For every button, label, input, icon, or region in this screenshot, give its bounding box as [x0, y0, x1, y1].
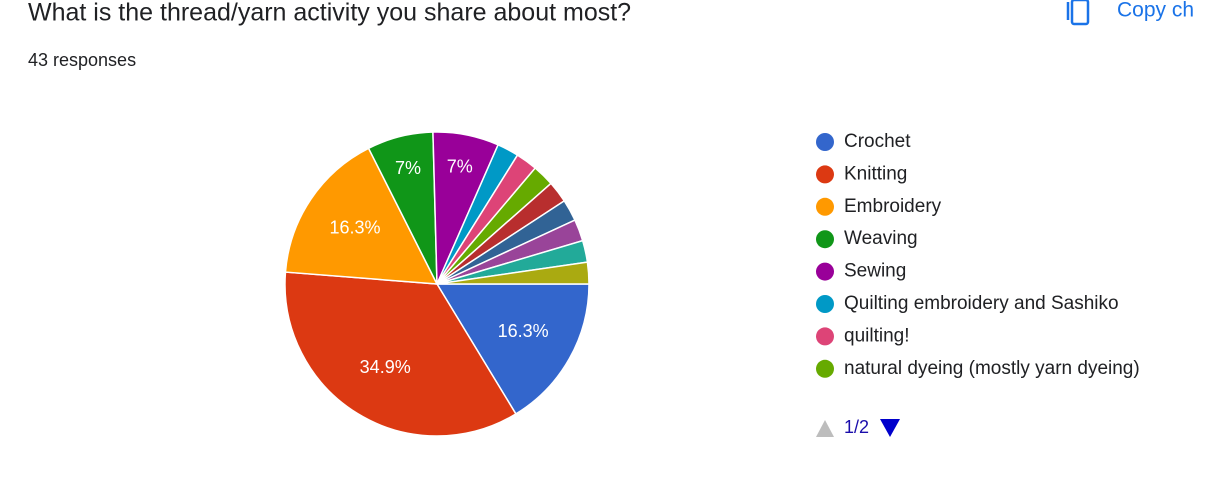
prev-page[interactable]: [816, 420, 834, 437]
legend-swatch: [816, 359, 834, 378]
legend-swatch: [816, 295, 834, 313]
legend-page: 1/2: [844, 417, 869, 437]
response-count: 43 responses: [28, 50, 136, 70]
legend-label: Quilting embroidery and Sashiko: [844, 293, 1119, 314]
legend-label: Knitting: [844, 163, 907, 184]
copy-button[interactable]: Copy ch: [1066, 0, 1194, 26]
next-page[interactable]: [880, 419, 900, 437]
slice-label: 7%: [395, 158, 421, 178]
pie-slice: [284, 271, 517, 437]
legend-swatch: [816, 197, 834, 216]
slice-label: 16.3%: [329, 218, 380, 238]
slice-label: 34.9%: [360, 357, 411, 377]
legend-label: Crochet: [844, 131, 911, 152]
copy-label: Copy ch: [1117, 0, 1194, 22]
chart-title: What is the thread/yarn activity you sha…: [28, 0, 631, 27]
legend-label: natural dyeing (mostly yarn dyeing): [844, 358, 1140, 379]
pie-slice: [436, 261, 590, 285]
pie-slice: [435, 283, 590, 415]
legend-label: Sewing: [844, 261, 906, 282]
legend-swatch: [816, 165, 834, 184]
slice-label: 7%: [447, 156, 473, 176]
legend-label: Weaving: [844, 228, 918, 249]
legend-swatch: [816, 327, 834, 346]
pie-slice: [284, 147, 439, 285]
copy-icon: [1070, 0, 1090, 26]
slice-label: 16.3%: [498, 321, 549, 341]
legend-label: Embroidery: [844, 196, 942, 217]
legend-swatch: [816, 262, 834, 281]
legend-swatch: [816, 133, 834, 151]
legend-swatch: [816, 230, 834, 249]
legend-label: quilting!: [844, 325, 910, 346]
